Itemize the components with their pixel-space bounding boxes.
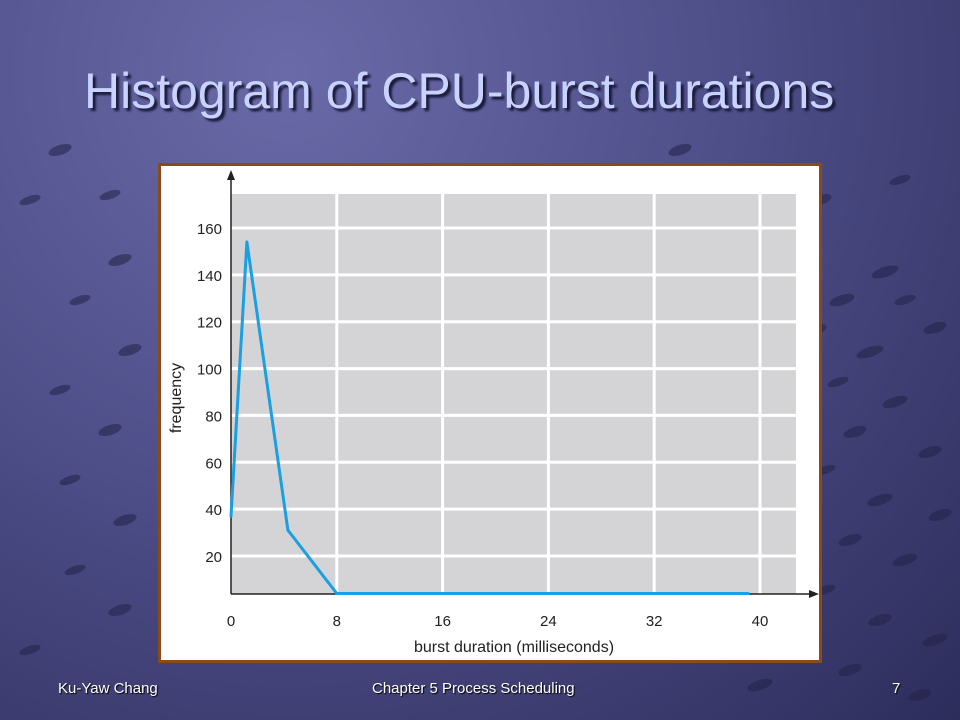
- x-tick-label: 40: [752, 613, 769, 630]
- chart-frame: 20 40 60 80 100 120 140 160 0 8 16 24 32 40 burst dura…: [158, 163, 822, 663]
- background-dot: [856, 345, 884, 359]
- background-dot: [838, 533, 862, 547]
- footer-chapter: Chapter 5 Process Scheduling: [372, 680, 575, 697]
- x-tick-label: 8: [333, 613, 341, 630]
- background-dot: [922, 633, 948, 647]
- chart-panel: 20 40 60 80 100 120 140 160 0 8 16 24 32 40 burst dura…: [161, 166, 819, 660]
- background-dot: [829, 293, 855, 307]
- background-dot: [113, 513, 137, 527]
- background-dot: [868, 613, 892, 627]
- data-point: [229, 514, 233, 518]
- plot-area: [231, 194, 796, 594]
- x-tick-label: 32: [646, 613, 663, 630]
- background-dot: [668, 143, 692, 157]
- background-dot: [98, 423, 122, 437]
- x-tick-label: 24: [540, 613, 557, 630]
- background-dot: [19, 194, 41, 206]
- background-dot: [928, 508, 952, 522]
- footer-author: Ku-Yaw Chang: [58, 680, 158, 697]
- background-dot: [908, 688, 932, 702]
- background-dot: [747, 678, 773, 692]
- background-dot: [894, 294, 916, 306]
- slide-title: Histogram of CPU-burst durations: [84, 63, 835, 119]
- data-point: [335, 591, 339, 595]
- background-dot: [69, 294, 91, 306]
- background-dot: [118, 343, 142, 357]
- background-dot: [871, 265, 899, 279]
- background-dot: [48, 143, 72, 157]
- y-axis-arrow: [227, 170, 235, 180]
- footer-page-number: 7: [892, 680, 901, 697]
- data-point: [245, 240, 249, 244]
- x-tick-label: 16: [434, 613, 451, 630]
- x-tick-label: 0: [227, 613, 235, 630]
- y-axis-title: frequency: [168, 363, 185, 433]
- background-dot: [19, 644, 41, 656]
- background-dot: [892, 553, 918, 567]
- x-axis-arrow: [809, 590, 819, 598]
- background-dot: [843, 425, 867, 439]
- background-dot: [49, 384, 71, 396]
- background-dot: [827, 376, 849, 388]
- background-dot: [108, 253, 132, 267]
- y-tick-label: 40: [205, 502, 222, 519]
- y-tick-label: 140: [197, 268, 222, 285]
- background-dot: [918, 445, 942, 459]
- background-dot: [59, 474, 81, 486]
- background-dot: [882, 395, 908, 409]
- background-dot: [99, 189, 121, 201]
- background-dot: [838, 663, 862, 677]
- y-tick-label: 160: [197, 221, 222, 238]
- x-axis-title: burst duration (milliseconds): [414, 639, 614, 656]
- y-tick-label: 120: [197, 315, 222, 332]
- data-point: [746, 591, 750, 595]
- frequency-line-chart: 20 40 60 80 100 120 140 160 0 8 16 24 32 40 burst dura…: [168, 170, 819, 656]
- y-tick-label: 60: [205, 455, 222, 472]
- data-point: [286, 528, 290, 532]
- background-dot: [867, 493, 893, 507]
- y-tick-label: 80: [205, 408, 222, 425]
- background-dot: [923, 321, 947, 335]
- background-dot: [108, 603, 132, 617]
- y-tick-label: 20: [205, 549, 222, 566]
- background-dot: [889, 174, 911, 186]
- y-tick-label: 100: [197, 362, 222, 379]
- background-dot: [64, 564, 86, 576]
